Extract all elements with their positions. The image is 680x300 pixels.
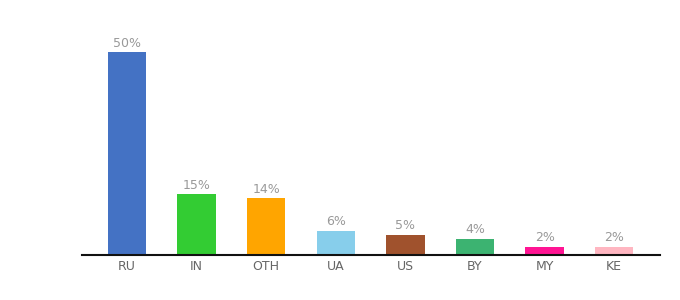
Bar	[317, 231, 355, 255]
Text: 2%: 2%	[534, 232, 554, 244]
Bar	[456, 239, 494, 255]
Text: 14%: 14%	[252, 183, 280, 196]
Bar	[595, 247, 633, 255]
Bar	[177, 194, 216, 255]
Text: 4%: 4%	[465, 224, 485, 236]
Bar	[247, 198, 286, 255]
Text: 2%: 2%	[605, 232, 624, 244]
Text: 50%: 50%	[113, 37, 141, 50]
Bar	[386, 235, 424, 255]
Text: 15%: 15%	[183, 179, 211, 192]
Bar	[526, 247, 564, 255]
Text: 5%: 5%	[395, 219, 415, 232]
Text: 6%: 6%	[326, 215, 345, 228]
Bar	[108, 52, 146, 255]
